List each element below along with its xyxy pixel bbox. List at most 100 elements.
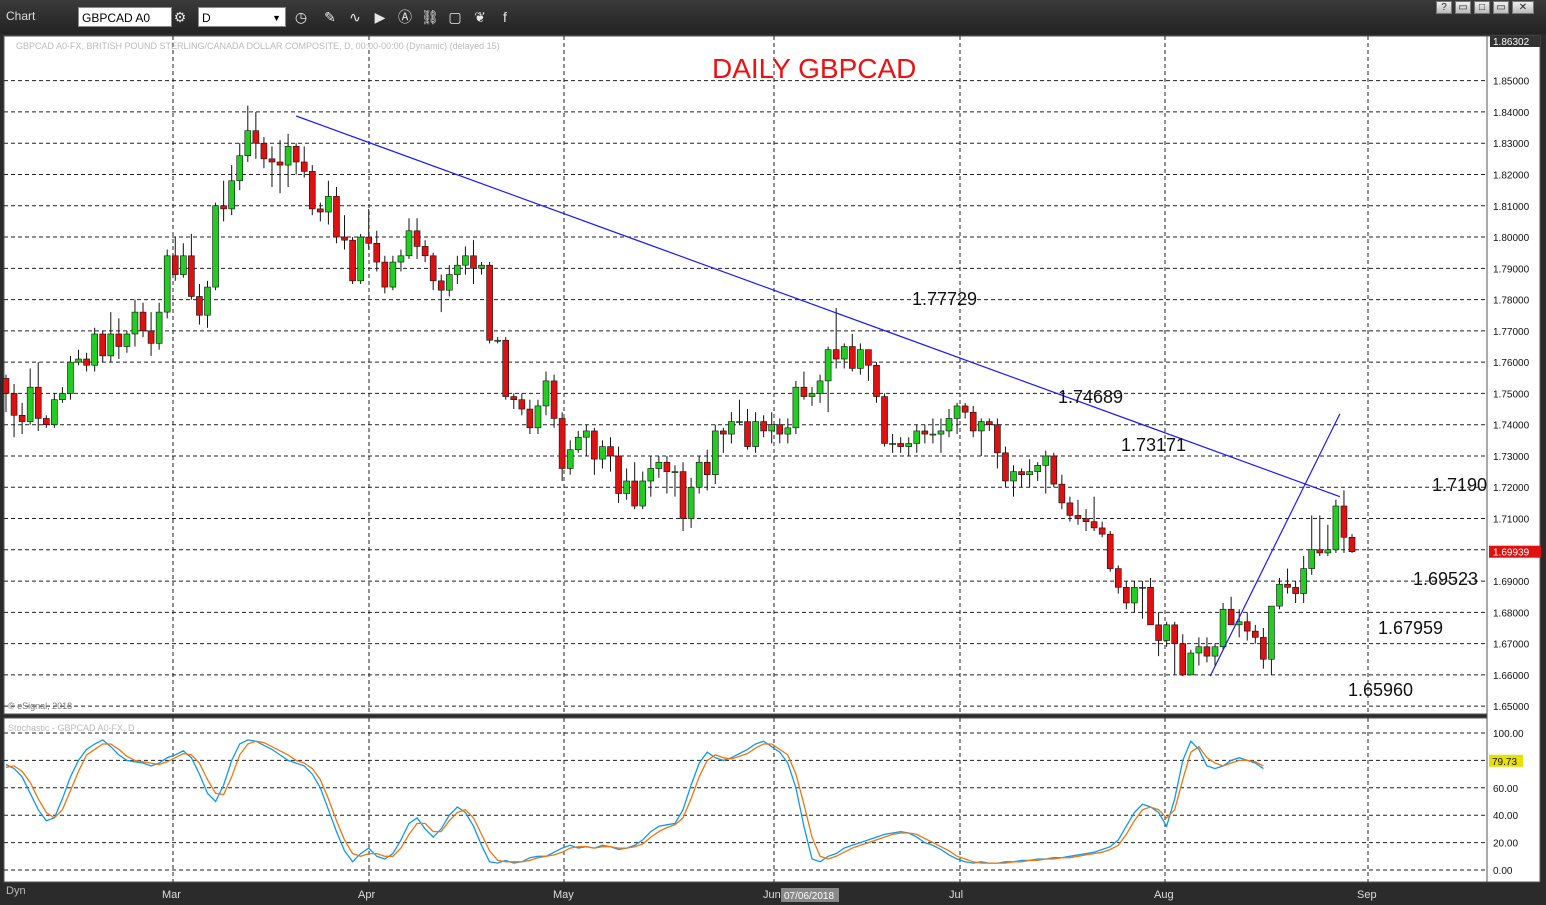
candle xyxy=(115,318,123,360)
maximize-button[interactable]: □ xyxy=(1474,1,1490,14)
minimize-button[interactable]: ▭ xyxy=(1493,1,1509,14)
candle xyxy=(711,424,719,485)
candle xyxy=(220,180,227,222)
candle-body xyxy=(333,196,340,238)
candle xyxy=(695,455,703,494)
candle xyxy=(1026,459,1033,488)
candle xyxy=(953,402,961,435)
y-tick-label: 1.84000 xyxy=(1493,108,1530,119)
candle-body xyxy=(365,236,373,244)
candle xyxy=(945,409,953,438)
candle xyxy=(10,384,18,438)
candle-body xyxy=(1026,471,1033,476)
candle-body xyxy=(631,480,638,507)
candle xyxy=(518,393,526,416)
play-icon[interactable]: ▶ xyxy=(374,9,386,25)
candle xyxy=(365,208,373,250)
candle-body xyxy=(1010,471,1017,482)
window-title: Chart xyxy=(6,9,36,23)
candle xyxy=(889,434,896,453)
facebook-icon[interactable]: f xyxy=(503,9,507,25)
candle xyxy=(607,437,614,472)
candle xyxy=(913,424,921,453)
candle xyxy=(123,330,131,353)
pencil-icon[interactable]: ✎ xyxy=(324,9,336,25)
candle-body xyxy=(752,421,759,447)
candle xyxy=(1106,531,1114,572)
chevron-down-icon: ▼ xyxy=(272,13,281,23)
candle xyxy=(784,418,792,444)
candle xyxy=(744,409,751,450)
candle-body xyxy=(1252,630,1259,638)
y-tick-label: 1.78000 xyxy=(1493,296,1530,307)
stoch-tick-label: 40.00 xyxy=(1493,811,1518,822)
candle-body xyxy=(986,421,993,425)
comment-icon[interactable]: ▢ xyxy=(448,9,462,25)
candle-body xyxy=(720,430,727,435)
candle xyxy=(550,374,558,428)
candle-body xyxy=(1348,536,1356,552)
price-panel xyxy=(3,35,1488,715)
clock-icon[interactable]: ◷ xyxy=(294,9,308,25)
price-annotation: 1.77729 xyxy=(912,289,977,309)
twitter-icon[interactable]: ❦ xyxy=(474,9,486,25)
candle xyxy=(67,355,74,400)
restore-button[interactable]: ▭ xyxy=(1455,1,1471,14)
help-button[interactable]: ? xyxy=(1436,1,1452,14)
candle-body xyxy=(123,333,131,347)
last-price-box xyxy=(1489,545,1541,558)
symbol-value: GBPCAD A0 xyxy=(82,11,151,25)
candle xyxy=(986,418,993,431)
candle-body xyxy=(1002,452,1009,482)
settings-icon[interactable]: ⚙ xyxy=(173,9,187,25)
candle xyxy=(236,143,244,191)
candle xyxy=(155,302,163,350)
candle-body xyxy=(1050,455,1058,485)
candle-body xyxy=(252,130,260,144)
candle-body xyxy=(977,421,985,432)
candle xyxy=(349,237,356,284)
candle xyxy=(389,255,397,291)
candle-body xyxy=(1098,527,1106,535)
candle xyxy=(1018,468,1025,488)
trend-icon[interactable]: ∿ xyxy=(349,9,361,25)
candle xyxy=(1163,621,1170,647)
trendline xyxy=(1209,413,1341,677)
close-button[interactable]: ✕ xyxy=(1512,1,1534,14)
candle xyxy=(260,136,268,169)
candle xyxy=(18,402,26,435)
candle-body xyxy=(711,430,719,476)
interval-select[interactable]: D ▼ xyxy=(198,7,286,27)
price-annotation: 1.67959 xyxy=(1378,618,1443,638)
candle xyxy=(752,412,759,453)
chart-area[interactable]: Mar Apr May Jun Jul Aug Sep 1.85000 1.84000 1.830… xyxy=(0,34,1546,905)
candle xyxy=(478,262,485,275)
candle-body xyxy=(502,339,510,397)
candle-body xyxy=(107,333,115,357)
candle xyxy=(308,165,316,216)
candle-body xyxy=(534,405,542,429)
candle xyxy=(1300,556,1307,603)
candle xyxy=(857,343,864,375)
candle-body xyxy=(518,399,526,410)
candle xyxy=(486,262,493,344)
candle xyxy=(639,471,647,510)
candle-body xyxy=(204,286,211,316)
candle xyxy=(1147,577,1154,626)
candle-body xyxy=(1139,587,1146,589)
alert-icon[interactable]: Ⓐ xyxy=(398,9,412,25)
candle xyxy=(897,437,904,453)
candle xyxy=(470,240,477,284)
candle xyxy=(397,249,405,272)
candle-body xyxy=(969,411,977,432)
candle-body xyxy=(647,468,655,482)
symbol-input[interactable]: GBPCAD A0 xyxy=(78,7,172,27)
link-icon[interactable]: ⛓ xyxy=(421,9,439,25)
candle-body xyxy=(1203,646,1211,657)
candle-body xyxy=(470,255,477,269)
candle-body xyxy=(921,430,929,435)
x-axis-label: Mar xyxy=(162,889,181,901)
candle xyxy=(147,312,155,356)
candle xyxy=(510,393,518,410)
